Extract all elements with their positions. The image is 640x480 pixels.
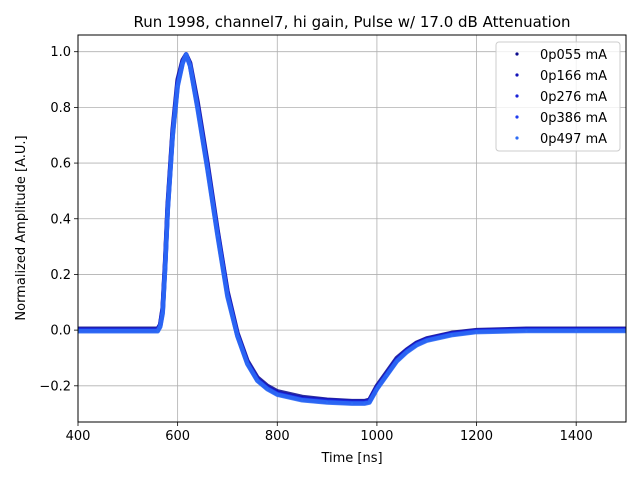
x-tick-label: 400 xyxy=(66,429,91,444)
legend-label: 0p166 mA xyxy=(540,69,607,84)
legend-box xyxy=(495,41,621,152)
data-point xyxy=(196,107,199,110)
data-point xyxy=(425,339,428,342)
data-point xyxy=(415,343,418,347)
data-point xyxy=(166,210,169,213)
chart-title: Run 1998, channel7, hi gain, Pulse w/ 17… xyxy=(133,13,570,31)
legend-label: 0p276 mA xyxy=(540,90,607,105)
legend-label: 0p497 mA xyxy=(540,132,607,147)
data-point xyxy=(363,402,366,405)
data-point xyxy=(176,85,179,88)
data-point xyxy=(475,330,478,334)
legend-label: 0p055 mA xyxy=(540,48,607,63)
data-point xyxy=(276,393,279,396)
data-point xyxy=(171,135,174,138)
plot-data xyxy=(78,52,626,406)
data-point xyxy=(368,401,371,404)
y-tick-label: 1.0 xyxy=(50,45,71,60)
data-point xyxy=(226,295,229,298)
ticks: 400 600 800 1000 1200 1400 −0.2 0.0 0.2 0.4 0.6 0.8… xyxy=(39,45,592,444)
legend-marker xyxy=(515,136,519,140)
data-point xyxy=(574,329,578,333)
data-point xyxy=(184,53,188,56)
y-tick-label: 0.6 xyxy=(50,157,71,172)
legend-marker xyxy=(515,52,519,56)
data-point xyxy=(266,387,269,391)
y-tick-label: 0.8 xyxy=(50,101,71,116)
x-tick-label: 800 xyxy=(265,429,290,444)
data-point xyxy=(525,329,528,333)
data-point xyxy=(188,64,192,68)
y-tick-label: −0.2 xyxy=(39,379,71,394)
data-point xyxy=(350,402,354,405)
data-point xyxy=(300,399,304,402)
y-axis-label: Normalized Amplitude [A.U.] xyxy=(14,135,29,320)
data-point xyxy=(256,379,259,382)
legend-marker xyxy=(515,73,519,77)
x-tick-label: 600 xyxy=(165,429,190,444)
data-point xyxy=(385,374,389,377)
x-tick-label: 1200 xyxy=(460,429,493,444)
series-trace xyxy=(78,52,626,406)
data-point xyxy=(325,401,329,404)
y-tick-label: 0.2 xyxy=(50,268,71,283)
plot-area-frame xyxy=(77,34,627,423)
legend: 0p055 mA 0p166 mA 0p276 mA 0p386 mA 0p497 mA xyxy=(495,41,621,152)
legend-label: 0p386 mA xyxy=(540,111,607,126)
data-point xyxy=(236,335,239,338)
data-point xyxy=(450,333,453,337)
x-axis-label: Time [ns] xyxy=(320,451,382,466)
data-point xyxy=(181,62,184,65)
data-point xyxy=(405,350,408,354)
data-point xyxy=(159,325,162,328)
data-point xyxy=(216,234,219,237)
data-point xyxy=(163,266,167,269)
y-tick-label: 0.4 xyxy=(50,212,71,227)
data-point xyxy=(206,168,209,172)
data-point xyxy=(161,312,164,315)
data-point xyxy=(395,360,399,363)
data-point xyxy=(375,387,379,391)
data-point xyxy=(246,362,249,366)
legend-marker xyxy=(515,94,519,98)
x-tick-label: 1000 xyxy=(360,429,393,444)
y-tick-label: 0.0 xyxy=(50,324,71,339)
x-tick-label: 1400 xyxy=(560,429,593,444)
legend-marker xyxy=(515,115,519,119)
data-point xyxy=(156,330,159,333)
